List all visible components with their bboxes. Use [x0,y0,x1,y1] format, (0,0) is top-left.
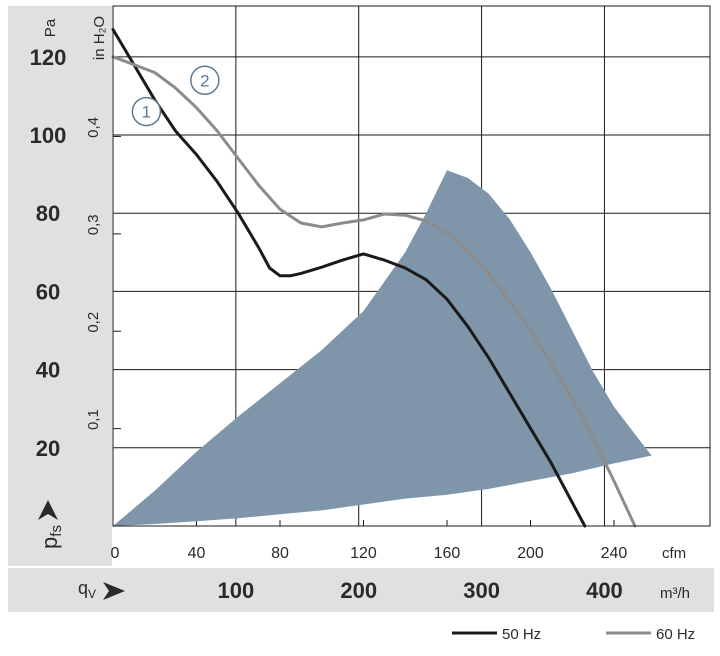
bottom-axis-band [8,568,714,612]
tick-label-pa: 20 [36,436,60,461]
tick-label-cfm: 200 [517,545,544,562]
pa-axis-ticks: 20 40 60 80 100 120 [30,45,67,461]
curve-marker-label: 1 [142,103,151,122]
tick-label-cfm: 160 [434,545,461,562]
tick-label-inh2o: 0,2 [85,312,102,333]
m3h-axis-ticks: 100 200 300 400 [218,578,623,603]
pressure-arrow-icon [38,500,58,520]
tick-label-pa: 40 [36,358,60,383]
tick-label-cfm: 80 [271,545,289,562]
pressure-symbol-sub: fs [48,525,65,537]
series-50hz-line [111,28,587,528]
series-60hz-line [111,55,637,528]
legend: 50 Hz 60 Hz [452,626,695,643]
tick-label-pa: 60 [36,279,60,304]
pa-axis-label: Pa [42,18,59,37]
tick-label-pa: 80 [36,201,60,226]
curve-marker-label: 2 [200,71,209,90]
flow-axis-symbol: qV [78,578,125,601]
pressure-symbol: p [37,537,62,549]
cfm-axis-ticks: 0 40 80 120 160 200 240 [111,545,628,562]
tick-label-m3h: 300 [463,578,500,603]
tick-label-cfm: 0 [111,545,120,562]
svg-text:pfs: pfs [37,525,65,549]
pressure-axis-symbol: pfs [37,500,65,549]
tick-label-m3h: 100 [218,578,255,603]
inh2o-axis-ticks: 0,1 0,2 0,3 0,4 [85,117,102,430]
m3h-axis-label: m³/h [660,585,690,602]
tick-label-m3h: 400 [586,578,623,603]
tick-label-cfm: 240 [601,545,628,562]
tick-label-cfm: 40 [188,545,206,562]
svg-text:qV: qV [78,578,96,601]
tick-label-inh2o: 0,1 [85,409,102,430]
curve-markers: 12 [131,65,220,127]
tick-label-inh2o: 0,4 [85,117,102,138]
left-axis-band [8,6,112,566]
tick-label-inh2o: 0,3 [85,214,102,235]
curve-marker-circle [131,96,162,127]
flow-symbol-sub: V [88,587,96,601]
operating-region [113,170,652,526]
cfm-axis-label: cfm [662,545,686,562]
tick-label-pa: 120 [30,45,67,70]
tick-label-m3h: 200 [340,578,377,603]
curve-marker-circle [190,65,220,96]
plot-frame [112,5,711,527]
legend-label-50hz: 50 Hz [502,626,541,643]
flow-arrow-icon [103,582,125,600]
tick-label-pa: 100 [30,123,67,148]
flow-symbol: q [78,578,88,598]
tick-label-cfm: 120 [350,545,377,562]
legend-label-60hz: 60 Hz [656,626,695,643]
inh2o-axis-label: in H₂O [91,16,108,60]
